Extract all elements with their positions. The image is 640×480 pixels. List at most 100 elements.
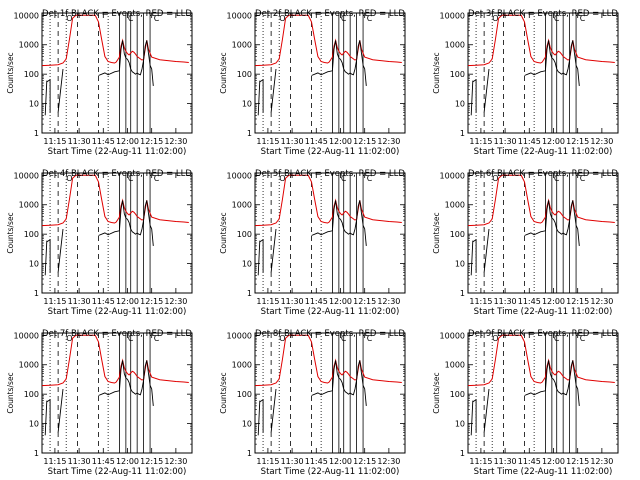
- y-tick-label: 1: [34, 129, 39, 138]
- y-tick-label: 1: [247, 449, 252, 458]
- series-events-line: [470, 78, 477, 116]
- series-events-line: [524, 360, 580, 406]
- y-tick-label: 100: [450, 230, 465, 239]
- x-tick-label: 12:30: [164, 297, 187, 306]
- y-tick-label: 100: [237, 230, 252, 239]
- x-tick-label: 11:15: [256, 137, 279, 146]
- x-tick-label: 12:15: [353, 137, 376, 146]
- series-lld-line: [467, 174, 615, 227]
- panel-7: 1 10 100 1000 10000 11:15 11:30 11:45 12:00 12:15…: [6, 329, 193, 477]
- y-tick-label: 10000: [440, 11, 465, 20]
- box-label: O: [279, 174, 285, 183]
- y-tick-label: 1: [247, 289, 252, 298]
- y-tick-label: 10000: [14, 171, 39, 180]
- x-axis-label: Start Time (22-Aug-11 11:02:00): [261, 147, 400, 157]
- plot-frame: [467, 12, 619, 134]
- series-lld-line: [467, 14, 615, 67]
- y-axis-label: Counts/sec: [432, 52, 441, 93]
- plot-frame: [254, 172, 406, 294]
- x-tick-label: 12:15: [353, 457, 376, 466]
- x-tick-label: 12:30: [164, 457, 187, 466]
- y-tick-label: 10000: [227, 11, 252, 20]
- x-tick-label: 11:45: [92, 297, 115, 306]
- series-events-line: [44, 238, 51, 276]
- y-tick-label: 1000: [232, 201, 252, 210]
- x-tick-label: 11:15: [43, 457, 66, 466]
- y-tick-label: 1: [34, 289, 39, 298]
- x-tick-label: 12:30: [590, 137, 613, 146]
- y-axis-label: Counts/sec: [6, 212, 15, 253]
- x-tick-label: 12:30: [377, 457, 400, 466]
- box-label: C: [154, 14, 160, 23]
- box-label: C: [554, 174, 560, 183]
- y-tick-label: 1000: [445, 201, 465, 210]
- series-events-line: [270, 68, 277, 113]
- plot-frame: [254, 332, 406, 454]
- x-tick-label: 12:00: [329, 457, 352, 466]
- y-tick-label: 1: [460, 449, 465, 458]
- panel-2: 1 10 100 1000 10000 11:15 11:30 11:45 12:00 12:15…: [219, 9, 406, 157]
- box-label: C: [154, 334, 160, 343]
- y-axis-label: Counts/sec: [219, 372, 228, 413]
- box-label: O: [492, 174, 498, 183]
- y-tick-label: 100: [237, 390, 252, 399]
- series-events-line: [524, 200, 580, 246]
- series-events-line: [311, 40, 367, 86]
- panel-title: Det 4f BLACK = Events, RED = LLD: [42, 169, 192, 179]
- y-tick-label: 1000: [445, 361, 465, 370]
- y-tick-label: 1000: [445, 41, 465, 50]
- y-axis-label: Counts/sec: [432, 212, 441, 253]
- series-events-line: [98, 360, 154, 406]
- series-events-line: [98, 40, 154, 86]
- y-tick-label: 10000: [14, 11, 39, 20]
- plot-frame: [254, 12, 406, 134]
- x-tick-label: 11:15: [256, 457, 279, 466]
- x-axis-label: Start Time (22-Aug-11 11:02:00): [48, 147, 187, 157]
- series-events-line: [483, 388, 490, 433]
- y-tick-label: 10: [242, 260, 252, 269]
- series-lld-line: [254, 14, 402, 67]
- plot-frame: [41, 12, 193, 134]
- y-tick-label: 1: [460, 129, 465, 138]
- x-tick-label: 11:30: [68, 297, 91, 306]
- series-events-line: [57, 388, 64, 433]
- x-tick-label: 11:45: [92, 457, 115, 466]
- y-tick-label: 100: [237, 70, 252, 79]
- panel-1: 1 10 100 1000 10000 11:15 11:30 11:45 12:00 12:15…: [6, 9, 193, 157]
- box-label: C: [554, 14, 560, 23]
- y-tick-label: 100: [24, 230, 39, 239]
- x-axis-label: Start Time (22-Aug-11 11:02:00): [474, 307, 613, 317]
- x-tick-label: 12:15: [353, 297, 376, 306]
- y-tick-label: 1000: [232, 41, 252, 50]
- box-label: C: [367, 14, 373, 23]
- x-tick-label: 11:30: [68, 137, 91, 146]
- x-tick-label: 12:30: [590, 297, 613, 306]
- x-tick-label: 11:45: [305, 457, 328, 466]
- x-tick-label: 11:45: [92, 137, 115, 146]
- x-tick-label: 12:15: [566, 137, 589, 146]
- y-tick-label: 10000: [14, 331, 39, 340]
- y-axis-label: Counts/sec: [6, 52, 15, 93]
- x-tick-label: 11:45: [305, 297, 328, 306]
- x-tick-label: 12:30: [377, 137, 400, 146]
- box-label: C: [341, 14, 347, 23]
- box-label: C: [128, 14, 134, 23]
- x-tick-label: 11:45: [518, 137, 541, 146]
- x-tick-label: 11:30: [281, 457, 304, 466]
- y-axis-label: Counts/sec: [219, 52, 228, 93]
- x-tick-label: 11:15: [43, 137, 66, 146]
- series-lld-line: [41, 174, 189, 227]
- box-label: C: [154, 174, 160, 183]
- box-label: O: [492, 334, 498, 343]
- box-label: C: [367, 174, 373, 183]
- series-events-line: [57, 228, 64, 273]
- box-label: O: [279, 14, 285, 23]
- plot-frame: [467, 332, 619, 454]
- panel-title: Det 1f BLACK = Events, RED = LLD: [42, 9, 192, 19]
- y-tick-label: 1000: [19, 41, 39, 50]
- x-tick-label: 12:00: [542, 457, 565, 466]
- panel-3: 1 10 100 1000 10000 11:15 11:30 11:45 12:00 12:15…: [432, 9, 619, 157]
- x-tick-label: 11:30: [281, 297, 304, 306]
- x-tick-label: 11:45: [305, 137, 328, 146]
